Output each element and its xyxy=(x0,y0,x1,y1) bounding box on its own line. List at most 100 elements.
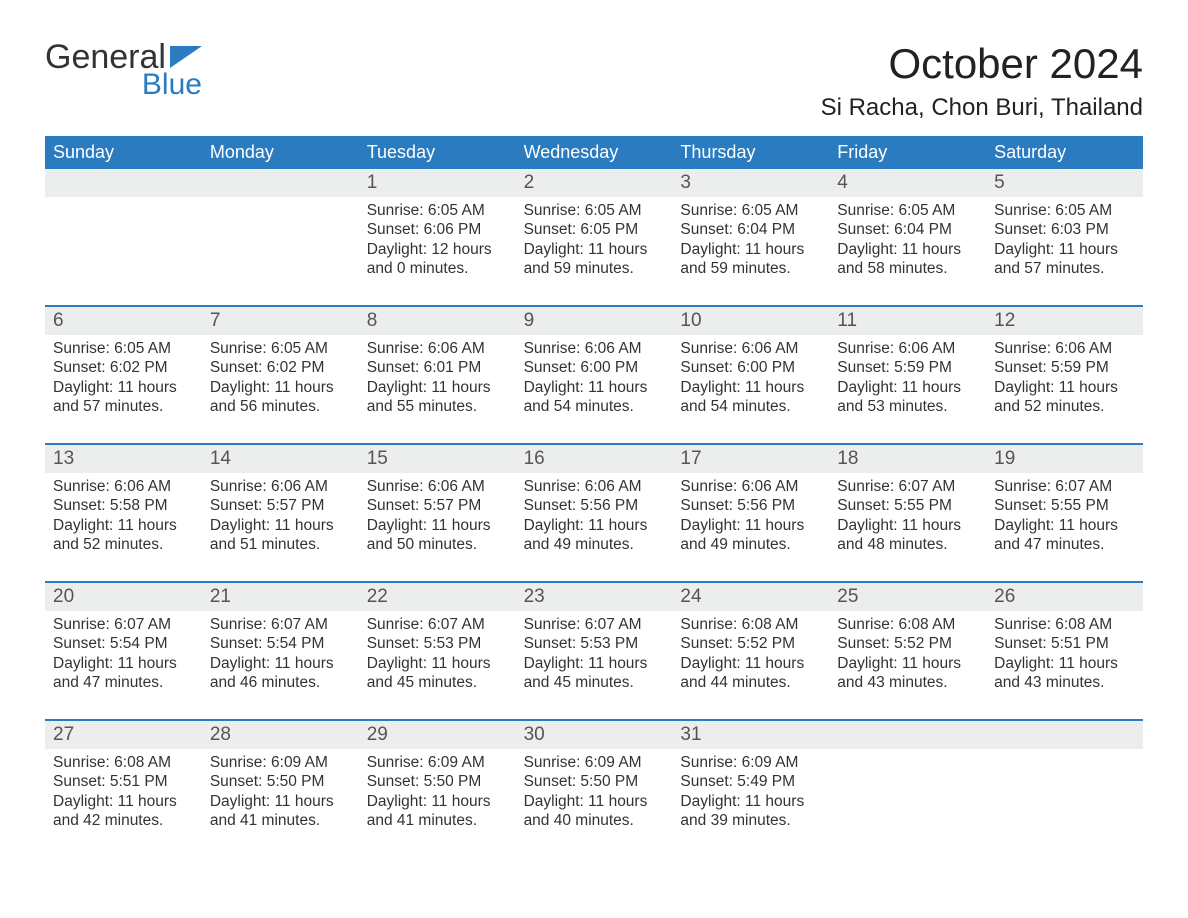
sunset-text: Sunset: 6:00 PM xyxy=(680,358,821,377)
daynum-row: 2728293031 xyxy=(45,719,1143,749)
daylight-text: Daylight: 11 hours and 53 minutes. xyxy=(837,378,978,417)
day-number: 24 xyxy=(672,583,829,611)
sunset-text: Sunset: 5:49 PM xyxy=(680,772,821,791)
daylight-text: Daylight: 11 hours and 55 minutes. xyxy=(367,378,508,417)
sunset-text: Sunset: 5:52 PM xyxy=(837,634,978,653)
daylight-text: Daylight: 11 hours and 57 minutes. xyxy=(53,378,194,417)
day-cell: Sunrise: 6:06 AMSunset: 6:00 PMDaylight:… xyxy=(516,335,673,443)
week-row: Sunrise: 6:05 AMSunset: 6:02 PMDaylight:… xyxy=(45,335,1143,443)
sunset-text: Sunset: 5:53 PM xyxy=(524,634,665,653)
sunset-text: Sunset: 5:54 PM xyxy=(210,634,351,653)
daylight-text: Daylight: 11 hours and 59 minutes. xyxy=(680,240,821,279)
sunset-text: Sunset: 5:56 PM xyxy=(680,496,821,515)
sunrise-text: Sunrise: 6:06 AM xyxy=(680,339,821,358)
sunrise-text: Sunrise: 6:09 AM xyxy=(680,753,821,772)
sunset-text: Sunset: 6:05 PM xyxy=(524,220,665,239)
daylight-text: Daylight: 11 hours and 59 minutes. xyxy=(524,240,665,279)
day-number: 13 xyxy=(45,445,202,473)
day-cell xyxy=(202,197,359,305)
day-number: 5 xyxy=(986,169,1143,197)
day-cell: Sunrise: 6:09 AMSunset: 5:49 PMDaylight:… xyxy=(672,749,829,839)
day-cell: Sunrise: 6:05 AMSunset: 6:03 PMDaylight:… xyxy=(986,197,1143,305)
daylight-text: Daylight: 11 hours and 46 minutes. xyxy=(210,654,351,693)
day-cell: Sunrise: 6:05 AMSunset: 6:02 PMDaylight:… xyxy=(45,335,202,443)
day-number: 25 xyxy=(829,583,986,611)
sunset-text: Sunset: 5:56 PM xyxy=(524,496,665,515)
weekday-header: Thursday xyxy=(672,136,829,169)
day-number: 15 xyxy=(359,445,516,473)
day-cell: Sunrise: 6:06 AMSunset: 6:00 PMDaylight:… xyxy=(672,335,829,443)
daylight-text: Daylight: 11 hours and 45 minutes. xyxy=(524,654,665,693)
sunset-text: Sunset: 5:57 PM xyxy=(210,496,351,515)
sunrise-text: Sunrise: 6:07 AM xyxy=(53,615,194,634)
sunrise-text: Sunrise: 6:07 AM xyxy=(367,615,508,634)
day-cell xyxy=(829,749,986,839)
day-number: 9 xyxy=(516,307,673,335)
day-number: 6 xyxy=(45,307,202,335)
day-number: 11 xyxy=(829,307,986,335)
daylight-text: Daylight: 11 hours and 49 minutes. xyxy=(680,516,821,555)
weeks-container: 12345Sunrise: 6:05 AMSunset: 6:06 PMDayl… xyxy=(45,169,1143,839)
day-number xyxy=(986,721,1143,749)
day-number xyxy=(202,169,359,197)
sunrise-text: Sunrise: 6:06 AM xyxy=(524,477,665,496)
day-number: 17 xyxy=(672,445,829,473)
daylight-text: Daylight: 11 hours and 48 minutes. xyxy=(837,516,978,555)
day-number: 16 xyxy=(516,445,673,473)
day-cell: Sunrise: 6:07 AMSunset: 5:54 PMDaylight:… xyxy=(202,611,359,719)
sunset-text: Sunset: 5:58 PM xyxy=(53,496,194,515)
daylight-text: Daylight: 12 hours and 0 minutes. xyxy=(367,240,508,279)
daylight-text: Daylight: 11 hours and 56 minutes. xyxy=(210,378,351,417)
sunset-text: Sunset: 5:53 PM xyxy=(367,634,508,653)
sunrise-text: Sunrise: 6:05 AM xyxy=(367,201,508,220)
weekday-header: Friday xyxy=(829,136,986,169)
day-cell: Sunrise: 6:09 AMSunset: 5:50 PMDaylight:… xyxy=(359,749,516,839)
sunset-text: Sunset: 5:59 PM xyxy=(994,358,1135,377)
sunrise-text: Sunrise: 6:06 AM xyxy=(994,339,1135,358)
day-cell: Sunrise: 6:06 AMSunset: 5:57 PMDaylight:… xyxy=(202,473,359,581)
daylight-text: Daylight: 11 hours and 47 minutes. xyxy=(994,516,1135,555)
day-cell: Sunrise: 6:08 AMSunset: 5:52 PMDaylight:… xyxy=(672,611,829,719)
day-number: 2 xyxy=(516,169,673,197)
sunrise-text: Sunrise: 6:06 AM xyxy=(367,339,508,358)
logo: General Blue xyxy=(45,40,202,100)
sunrise-text: Sunrise: 6:06 AM xyxy=(210,477,351,496)
daynum-row: 13141516171819 xyxy=(45,443,1143,473)
day-cell: Sunrise: 6:07 AMSunset: 5:53 PMDaylight:… xyxy=(359,611,516,719)
sunset-text: Sunset: 6:04 PM xyxy=(837,220,978,239)
day-number: 30 xyxy=(516,721,673,749)
sunset-text: Sunset: 5:51 PM xyxy=(994,634,1135,653)
week-row: Sunrise: 6:07 AMSunset: 5:54 PMDaylight:… xyxy=(45,611,1143,719)
title-block: October 2024 Si Racha, Chon Buri, Thaila… xyxy=(821,40,1143,122)
day-number: 8 xyxy=(359,307,516,335)
sunset-text: Sunset: 6:02 PM xyxy=(210,358,351,377)
day-number: 7 xyxy=(202,307,359,335)
sunrise-text: Sunrise: 6:07 AM xyxy=(210,615,351,634)
sunset-text: Sunset: 5:50 PM xyxy=(524,772,665,791)
sunrise-text: Sunrise: 6:06 AM xyxy=(367,477,508,496)
daylight-text: Daylight: 11 hours and 43 minutes. xyxy=(837,654,978,693)
sunrise-text: Sunrise: 6:05 AM xyxy=(680,201,821,220)
sunrise-text: Sunrise: 6:07 AM xyxy=(524,615,665,634)
sunrise-text: Sunrise: 6:09 AM xyxy=(210,753,351,772)
day-cell: Sunrise: 6:07 AMSunset: 5:53 PMDaylight:… xyxy=(516,611,673,719)
day-number: 20 xyxy=(45,583,202,611)
daylight-text: Daylight: 11 hours and 45 minutes. xyxy=(367,654,508,693)
daylight-text: Daylight: 11 hours and 58 minutes. xyxy=(837,240,978,279)
day-cell: Sunrise: 6:05 AMSunset: 6:04 PMDaylight:… xyxy=(829,197,986,305)
day-cell: Sunrise: 6:06 AMSunset: 5:57 PMDaylight:… xyxy=(359,473,516,581)
daylight-text: Daylight: 11 hours and 47 minutes. xyxy=(53,654,194,693)
day-number: 31 xyxy=(672,721,829,749)
sunset-text: Sunset: 6:06 PM xyxy=(367,220,508,239)
sunset-text: Sunset: 6:00 PM xyxy=(524,358,665,377)
weekday-header: Sunday xyxy=(45,136,202,169)
day-number: 22 xyxy=(359,583,516,611)
daynum-row: 6789101112 xyxy=(45,305,1143,335)
day-cell: Sunrise: 6:06 AMSunset: 5:56 PMDaylight:… xyxy=(516,473,673,581)
day-number: 19 xyxy=(986,445,1143,473)
day-cell: Sunrise: 6:07 AMSunset: 5:55 PMDaylight:… xyxy=(829,473,986,581)
day-cell: Sunrise: 6:05 AMSunset: 6:04 PMDaylight:… xyxy=(672,197,829,305)
sunrise-text: Sunrise: 6:05 AM xyxy=(837,201,978,220)
sunrise-text: Sunrise: 6:06 AM xyxy=(524,339,665,358)
sunrise-text: Sunrise: 6:09 AM xyxy=(524,753,665,772)
